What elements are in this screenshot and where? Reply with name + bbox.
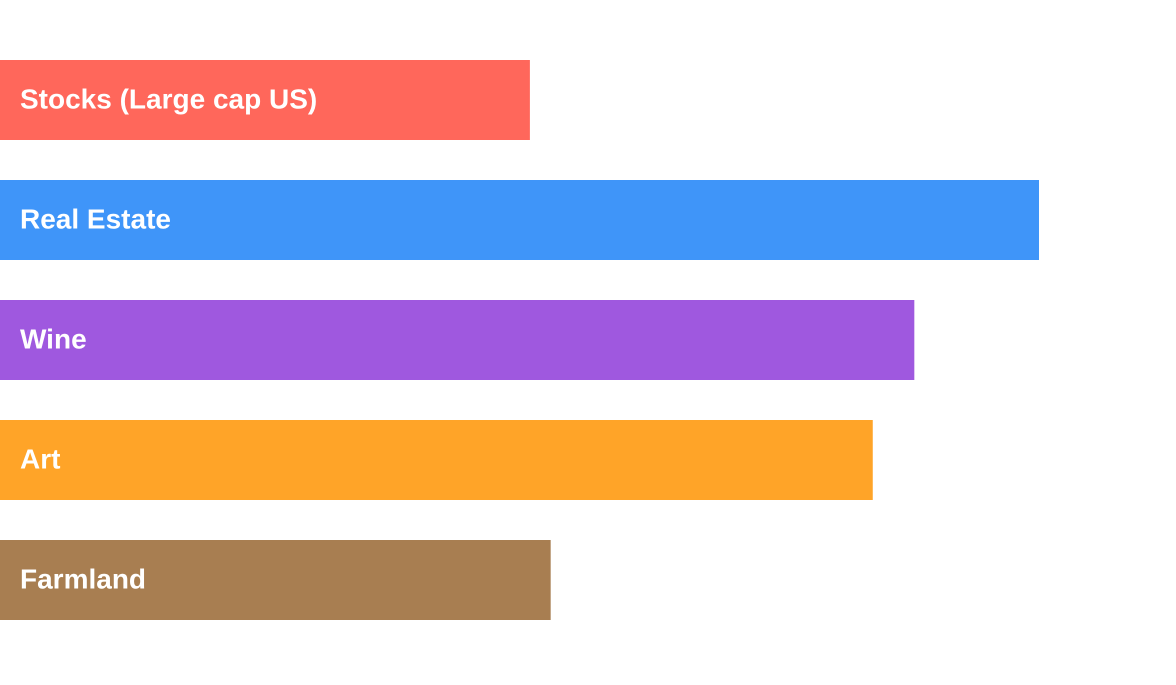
bar (0, 60, 530, 140)
bar (0, 420, 873, 500)
bar-label: Farmland (20, 563, 146, 594)
bar-label: Real Estate (20, 203, 171, 234)
bar (0, 300, 915, 380)
bar-label: Art (20, 443, 60, 474)
bar-label: Wine (20, 323, 87, 354)
bar-label: Stocks (Large cap US) (20, 83, 317, 114)
bar (0, 540, 551, 620)
bar (0, 180, 1039, 260)
